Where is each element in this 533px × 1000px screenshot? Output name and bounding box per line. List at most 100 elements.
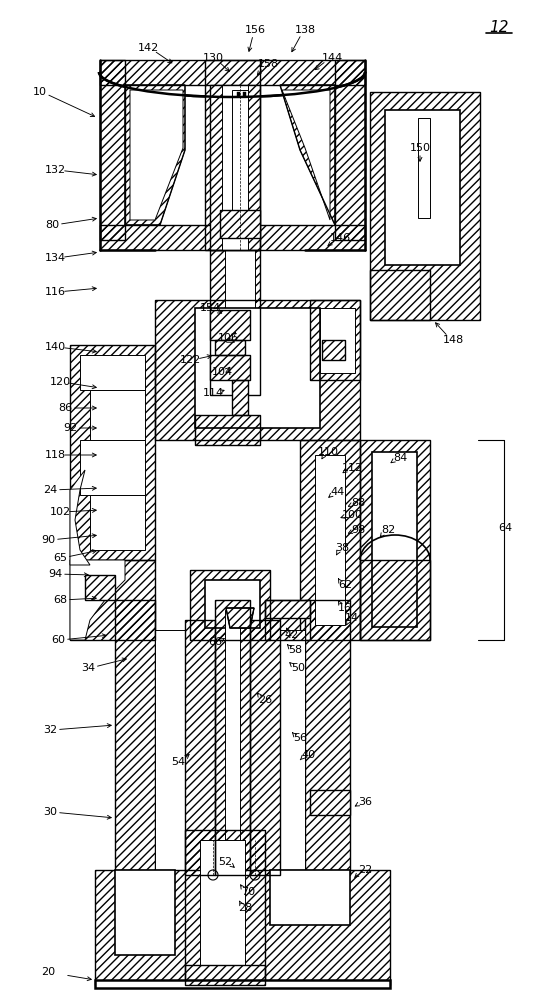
Text: 64: 64 <box>498 523 512 533</box>
Polygon shape <box>90 390 145 440</box>
Text: 92: 92 <box>63 423 77 433</box>
Polygon shape <box>185 965 265 985</box>
Polygon shape <box>215 600 250 875</box>
Polygon shape <box>130 90 183 220</box>
Polygon shape <box>185 830 265 985</box>
Polygon shape <box>265 600 310 640</box>
Polygon shape <box>226 608 254 628</box>
Polygon shape <box>195 415 260 445</box>
Text: 158: 158 <box>257 59 279 69</box>
Polygon shape <box>185 620 215 875</box>
Polygon shape <box>370 270 430 320</box>
Polygon shape <box>220 210 260 238</box>
Text: 142: 142 <box>138 43 159 53</box>
Polygon shape <box>232 380 248 415</box>
Polygon shape <box>300 440 360 640</box>
Polygon shape <box>210 250 260 395</box>
Text: 94: 94 <box>48 569 62 579</box>
Polygon shape <box>243 92 246 97</box>
Text: 84: 84 <box>393 453 407 463</box>
Polygon shape <box>315 455 345 625</box>
Text: 86: 86 <box>58 403 72 413</box>
Text: 106: 106 <box>217 333 238 343</box>
Text: 118: 118 <box>44 450 66 460</box>
Text: 150: 150 <box>409 143 431 153</box>
Text: 54: 54 <box>171 757 185 767</box>
Polygon shape <box>265 600 310 618</box>
Polygon shape <box>200 840 245 985</box>
Text: 28: 28 <box>238 903 252 913</box>
Text: 40: 40 <box>301 750 315 760</box>
Polygon shape <box>360 440 430 640</box>
Polygon shape <box>310 300 360 380</box>
Text: 156: 156 <box>245 25 265 35</box>
Polygon shape <box>320 308 355 373</box>
Text: 88: 88 <box>351 498 365 508</box>
Polygon shape <box>90 495 145 550</box>
Polygon shape <box>80 440 145 495</box>
Text: 120: 120 <box>50 377 70 387</box>
Polygon shape <box>210 85 260 250</box>
Text: 130: 130 <box>203 53 223 63</box>
Text: 138: 138 <box>294 25 316 35</box>
Polygon shape <box>205 60 260 250</box>
Text: 12: 12 <box>489 19 509 34</box>
Text: 68: 68 <box>53 595 67 605</box>
Text: 42: 42 <box>285 630 299 640</box>
Text: 110: 110 <box>318 447 338 457</box>
Polygon shape <box>85 575 115 600</box>
Polygon shape <box>232 380 248 415</box>
Polygon shape <box>190 570 270 640</box>
Polygon shape <box>100 225 365 250</box>
Polygon shape <box>225 250 255 395</box>
Text: 134: 134 <box>44 253 66 263</box>
Polygon shape <box>100 60 125 240</box>
Polygon shape <box>335 60 365 240</box>
Polygon shape <box>370 92 480 320</box>
Text: 56: 56 <box>293 733 307 743</box>
Text: 114: 114 <box>203 388 223 398</box>
Text: 116: 116 <box>44 287 66 297</box>
Polygon shape <box>222 85 248 250</box>
Text: 62: 62 <box>338 580 352 590</box>
Text: 140: 140 <box>44 342 66 352</box>
Text: 98: 98 <box>351 525 365 535</box>
Text: 132: 132 <box>44 165 66 175</box>
Text: 20: 20 <box>41 967 55 977</box>
Text: 102: 102 <box>50 507 70 517</box>
Text: 146: 146 <box>329 233 351 243</box>
Polygon shape <box>210 310 250 340</box>
Polygon shape <box>385 110 460 265</box>
Text: 44: 44 <box>331 487 345 497</box>
Polygon shape <box>280 85 335 225</box>
Polygon shape <box>225 610 240 875</box>
Polygon shape <box>270 870 350 925</box>
Polygon shape <box>115 870 175 955</box>
Polygon shape <box>80 355 145 390</box>
Polygon shape <box>195 308 320 428</box>
Text: 58: 58 <box>288 645 302 655</box>
Polygon shape <box>155 300 360 440</box>
Text: 65: 65 <box>53 553 67 563</box>
Text: 148: 148 <box>442 335 464 345</box>
Text: 122: 122 <box>180 355 200 365</box>
Polygon shape <box>310 790 350 815</box>
Text: 104: 104 <box>212 367 232 377</box>
Text: 14: 14 <box>345 613 359 623</box>
Polygon shape <box>95 980 390 988</box>
Polygon shape <box>215 340 245 355</box>
Polygon shape <box>372 452 417 627</box>
Text: 82: 82 <box>381 525 395 535</box>
Text: 60: 60 <box>51 635 65 645</box>
Polygon shape <box>115 600 155 875</box>
Text: 52: 52 <box>218 857 232 867</box>
Text: 154: 154 <box>199 303 221 313</box>
Polygon shape <box>282 90 330 220</box>
Polygon shape <box>70 470 90 565</box>
Text: 32: 32 <box>43 725 57 735</box>
Polygon shape <box>305 600 350 875</box>
Polygon shape <box>125 85 185 225</box>
Text: 70: 70 <box>241 887 255 897</box>
Text: 112: 112 <box>342 463 362 473</box>
Polygon shape <box>310 790 350 815</box>
